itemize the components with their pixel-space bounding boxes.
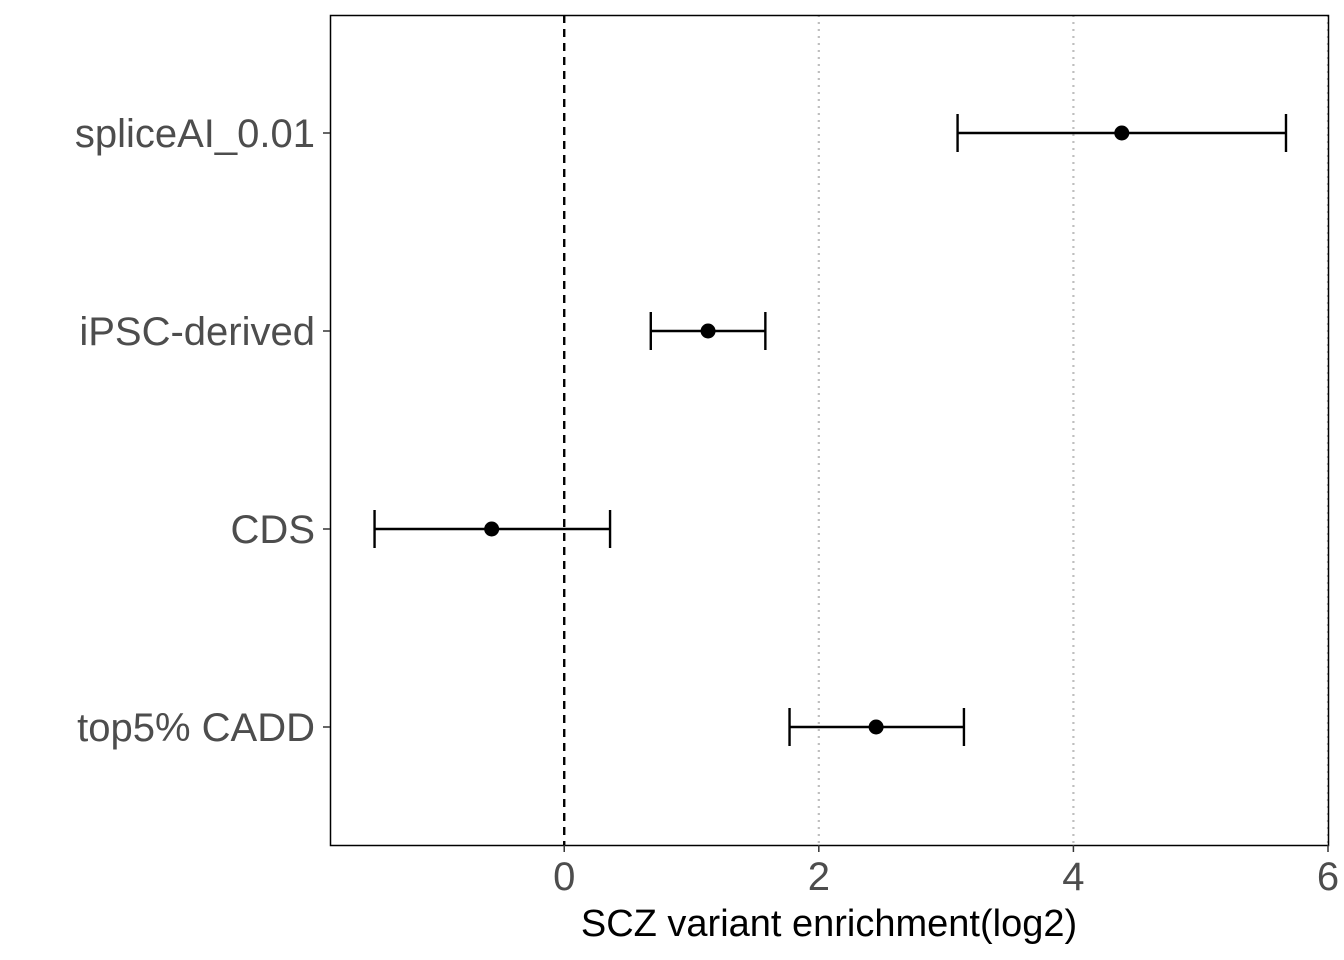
x-axis-title: SCZ variant enrichment(log2)	[581, 903, 1077, 945]
x-tick-label: 6	[1317, 855, 1339, 899]
y-tick-label: CDS	[231, 508, 315, 552]
y-tick-label: iPSC-derived	[79, 310, 315, 354]
data-marks	[373, 114, 1288, 746]
y-tick-label: top5% CADD	[77, 706, 315, 750]
x-tick-label: 4	[1062, 855, 1084, 899]
x-tick-label: 2	[808, 855, 830, 899]
estimate-spliceai-0-01	[956, 114, 1288, 152]
data-point	[484, 521, 500, 537]
y-axis: spliceAI_0.01 iPSC-derived CDS top5% CADD	[75, 112, 330, 750]
data-point	[700, 323, 716, 339]
estimate-ipsc-derived	[649, 312, 767, 350]
data-point	[868, 719, 884, 735]
x-tick-label: 0	[553, 855, 575, 899]
data-point	[1114, 125, 1130, 141]
estimate-cds	[373, 510, 612, 548]
estimate-top5-cadd	[788, 708, 966, 746]
x-axis: 0 2 4 6	[553, 845, 1339, 899]
y-tick-label: spliceAI_0.01	[75, 112, 315, 156]
plot-frame	[329, 14, 1330, 847]
